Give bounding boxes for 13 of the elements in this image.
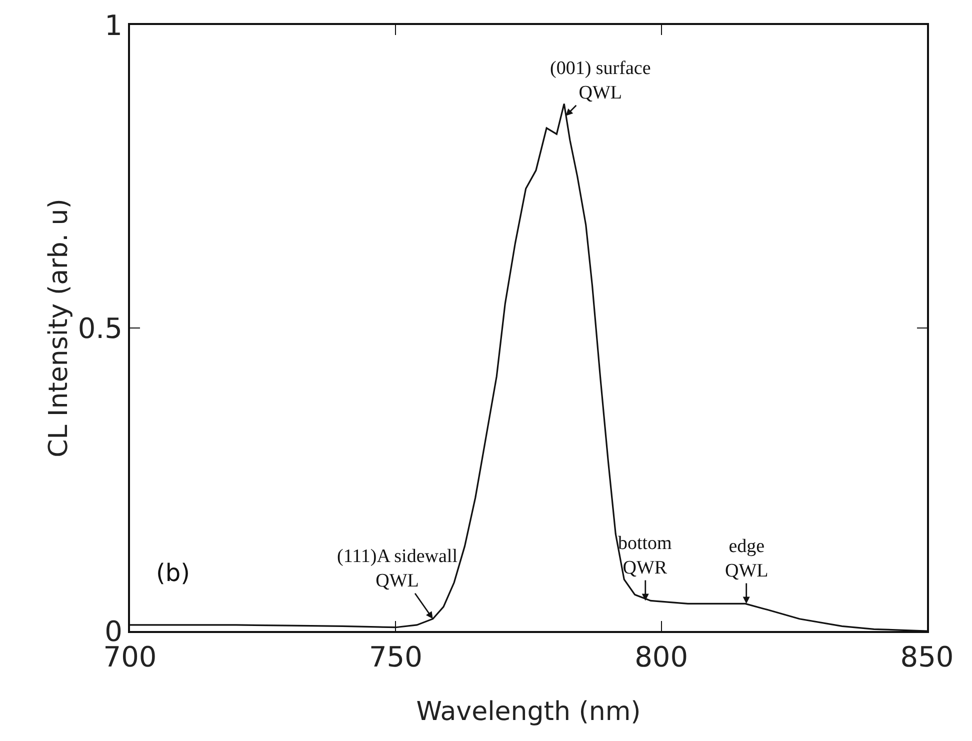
annotation: (001) surface QWL [550, 58, 651, 104]
y-tick-label: 1 [104, 8, 122, 42]
annotation: (111)A sidewall QWL [337, 546, 458, 592]
annotation: (b) [156, 559, 190, 587]
y-tick-label: 0.5 [78, 312, 122, 345]
x-tick-label: 700 [103, 640, 157, 674]
x-axis-title: Wavelength (nm) [416, 697, 641, 727]
x-tick-label: 750 [368, 640, 422, 674]
annotation: bottom QWR [618, 533, 672, 579]
x-tick-label: 850 [900, 640, 954, 674]
y-axis-title: CL Intensity (arb. u) [44, 198, 74, 458]
annotation: edge QWL [725, 536, 768, 582]
x-tick-label: 800 [634, 640, 688, 674]
